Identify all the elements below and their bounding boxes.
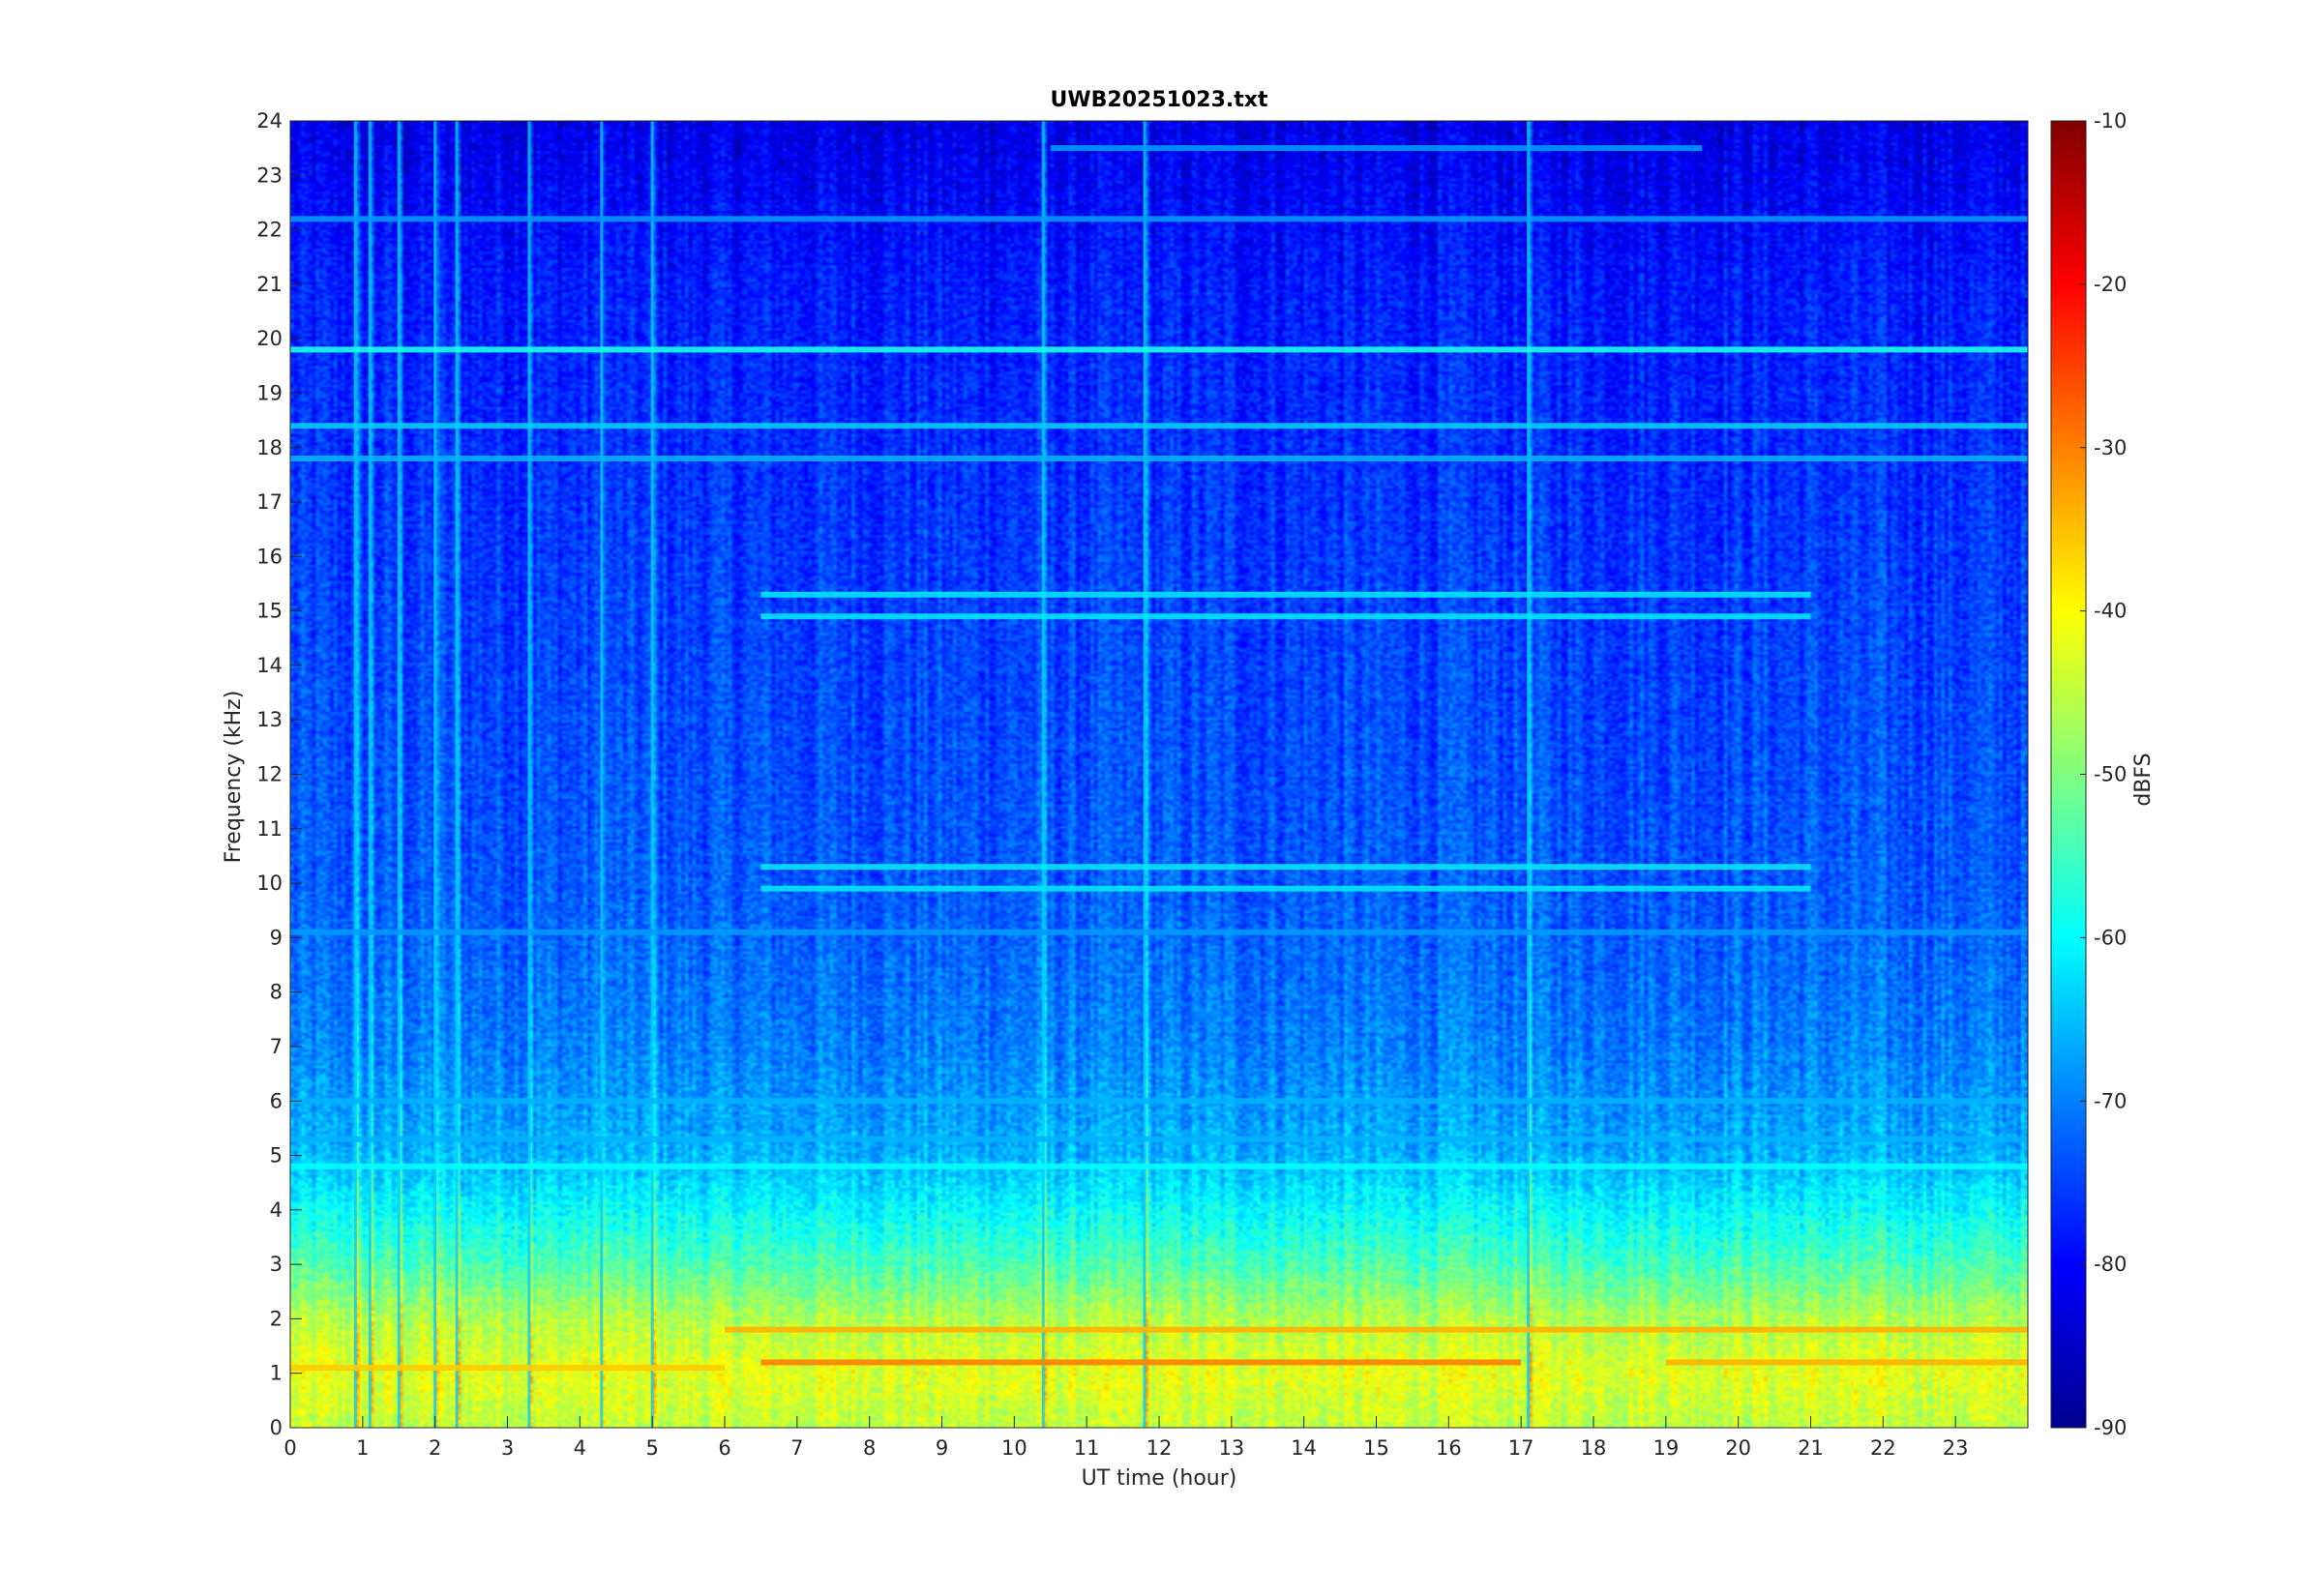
spectral-line bbox=[760, 864, 1811, 871]
x-tick-label: 5 bbox=[645, 1436, 658, 1460]
spectrogram-plot-area bbox=[289, 120, 2029, 1429]
x-tick-label: 8 bbox=[863, 1436, 876, 1460]
y-tick-label: 16 bbox=[256, 545, 283, 568]
x-tick-label: 14 bbox=[1291, 1436, 1317, 1460]
y-tick-label: 8 bbox=[270, 981, 283, 1004]
x-tick-label: 11 bbox=[1074, 1436, 1100, 1460]
spectral-line bbox=[290, 216, 2028, 222]
x-tick-label: 4 bbox=[574, 1436, 586, 1460]
y-tick-label: 11 bbox=[256, 817, 283, 841]
colorbar-tick-label: -80 bbox=[2094, 1253, 2127, 1276]
spectral-line bbox=[290, 1365, 725, 1372]
x-tick-label: 0 bbox=[283, 1436, 296, 1460]
y-tick-label: 14 bbox=[256, 654, 283, 677]
colorbar-tick-label: -60 bbox=[2094, 926, 2127, 949]
chart-title: UWB20251023.txt bbox=[1051, 88, 1268, 112]
vertical-streak bbox=[527, 121, 531, 1428]
colorbar-tick-label: -40 bbox=[2094, 600, 2127, 623]
x-tick-label: 1 bbox=[356, 1436, 369, 1460]
spectral-line bbox=[290, 1163, 2028, 1169]
y-tick-label: 5 bbox=[270, 1144, 283, 1167]
vertical-streak bbox=[1143, 121, 1146, 1428]
spectral-line bbox=[290, 423, 2028, 429]
y-tick-label: 4 bbox=[270, 1198, 283, 1222]
x-axis-label: UT time (hour) bbox=[1082, 1466, 1237, 1491]
y-tick-label: 17 bbox=[256, 490, 283, 514]
spectral-line bbox=[725, 1326, 2028, 1333]
spectral-line bbox=[760, 613, 1811, 620]
spectral-line bbox=[290, 1136, 2028, 1142]
spectral-line bbox=[290, 456, 2028, 462]
y-axis-label: Frequency (kHz) bbox=[222, 691, 246, 864]
x-tick-label: 15 bbox=[1363, 1436, 1389, 1460]
colorbar-tick-label: -70 bbox=[2094, 1089, 2127, 1112]
x-tick-label: 21 bbox=[1798, 1436, 1824, 1460]
spectral-line bbox=[290, 929, 2028, 935]
colorbar-ticks: -10 -20 -30 -40 -50 -60 -70 -80 -90 bbox=[2080, 109, 2127, 1439]
x-tick-label: 19 bbox=[1652, 1436, 1679, 1460]
spectral-line bbox=[760, 591, 1811, 598]
spectral-line bbox=[760, 1359, 1522, 1366]
y-tick-label: 2 bbox=[270, 1307, 283, 1330]
vertical-streak bbox=[1041, 121, 1045, 1428]
y-tick-label: 10 bbox=[256, 872, 283, 895]
x-tick-label: 3 bbox=[501, 1436, 514, 1460]
spectral-line bbox=[1050, 145, 1703, 152]
colorbar-tick-label: -10 bbox=[2094, 109, 2127, 133]
y-tick-label: 23 bbox=[256, 163, 283, 187]
x-tick-label: 17 bbox=[1508, 1436, 1534, 1460]
vertical-streak bbox=[1527, 121, 1531, 1428]
colorbar-tick-label: -30 bbox=[2094, 436, 2127, 459]
y-tick-label: 19 bbox=[256, 381, 283, 404]
y-tick-label: 12 bbox=[256, 763, 283, 786]
y-tick-label: 6 bbox=[270, 1089, 283, 1112]
colorbar-label: dBFS bbox=[2131, 753, 2156, 806]
vertical-streak bbox=[433, 121, 437, 1428]
y-tick-label: 24 bbox=[256, 109, 283, 133]
vertical-streak bbox=[353, 121, 357, 1428]
spectrogram-raster bbox=[290, 121, 2028, 1428]
x-tick-label: 16 bbox=[1436, 1436, 1462, 1460]
colorbar-tick-label: -50 bbox=[2094, 763, 2127, 786]
y-tick-label: 21 bbox=[256, 273, 283, 296]
x-tick-label: 13 bbox=[1218, 1436, 1244, 1460]
x-tick-label: 9 bbox=[936, 1436, 948, 1460]
spectral-line bbox=[1665, 1359, 2028, 1366]
vertical-streak bbox=[600, 121, 604, 1428]
x-tick-label: 12 bbox=[1146, 1436, 1173, 1460]
vertical-streak bbox=[397, 121, 401, 1428]
colorbar-tick-label: -20 bbox=[2094, 273, 2127, 296]
y-tick-label: 15 bbox=[256, 600, 283, 623]
y-tick-label: 20 bbox=[256, 327, 283, 350]
y-tick-label: 3 bbox=[270, 1253, 283, 1276]
y-tick-label: 18 bbox=[256, 436, 283, 459]
colorbar-tick-label: -90 bbox=[2094, 1416, 2127, 1439]
vertical-streak bbox=[650, 121, 654, 1428]
x-tick-label: 2 bbox=[429, 1436, 441, 1460]
x-tick-label: 23 bbox=[1943, 1436, 1969, 1460]
vertical-streak bbox=[455, 121, 459, 1428]
x-tick-label: 7 bbox=[790, 1436, 803, 1460]
y-tick-label: 9 bbox=[270, 926, 283, 949]
x-tick-label: 20 bbox=[1725, 1436, 1751, 1460]
spectral-line bbox=[760, 885, 1811, 892]
x-axis: 0 1 2 3 4 5 6 7 8 9 10 11 12 13 14 15 16 17 18 19 20 21 22 23 bbox=[283, 1416, 1969, 1460]
y-tick-label: 7 bbox=[270, 1035, 283, 1058]
y-tick-label: 0 bbox=[270, 1416, 283, 1439]
y-tick-label: 13 bbox=[256, 708, 283, 731]
x-tick-label: 10 bbox=[1001, 1436, 1027, 1460]
y-tick-label: 1 bbox=[270, 1362, 283, 1385]
vertical-streak bbox=[368, 121, 372, 1428]
x-tick-label: 22 bbox=[1870, 1436, 1896, 1460]
spectral-line bbox=[290, 346, 2028, 353]
y-tick-label: 22 bbox=[256, 219, 283, 242]
spectral-line bbox=[290, 1098, 2028, 1105]
x-tick-label: 18 bbox=[1581, 1436, 1607, 1460]
x-tick-label: 6 bbox=[718, 1436, 730, 1460]
